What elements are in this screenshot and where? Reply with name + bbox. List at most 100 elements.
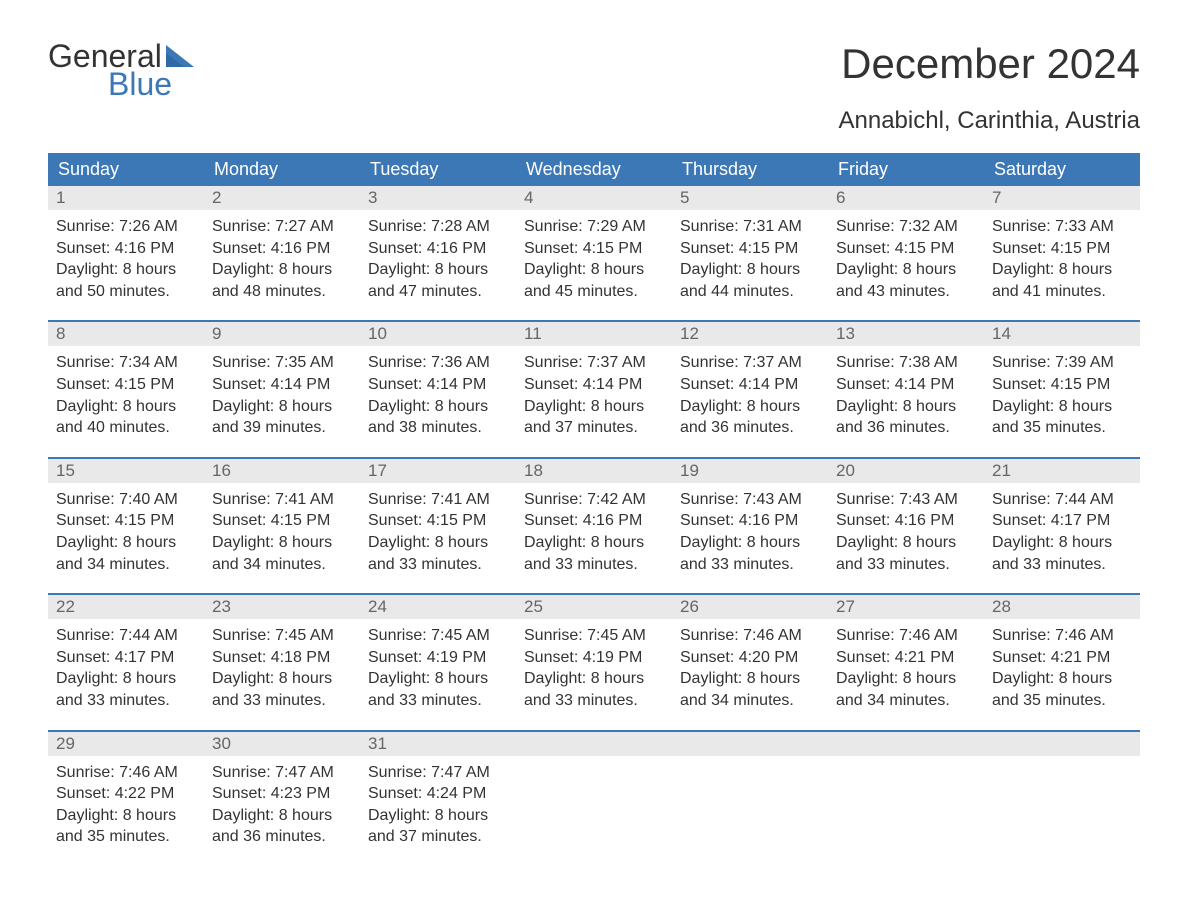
- sunset-text: Sunset: 4:21 PM: [992, 647, 1132, 669]
- day-number: 6: [828, 186, 984, 210]
- daylight-hours-text: Daylight: 8 hours: [524, 396, 664, 418]
- daylight-minutes-text: and 43 minutes.: [836, 281, 976, 303]
- daylight-minutes-text: and 48 minutes.: [212, 281, 352, 303]
- daylight-minutes-text: and 38 minutes.: [368, 417, 508, 439]
- day-number: 20: [828, 459, 984, 483]
- daylight-hours-text: Daylight: 8 hours: [524, 259, 664, 281]
- sunset-text: Sunset: 4:19 PM: [368, 647, 508, 669]
- daylight-hours-text: Daylight: 8 hours: [836, 396, 976, 418]
- day-cell: Sunrise: 7:28 AMSunset: 4:16 PMDaylight:…: [360, 210, 516, 302]
- sunrise-text: Sunrise: 7:29 AM: [524, 216, 664, 238]
- sunset-text: Sunset: 4:19 PM: [524, 647, 664, 669]
- day-number: 10: [360, 322, 516, 346]
- sunset-text: Sunset: 4:22 PM: [56, 783, 196, 805]
- daylight-hours-text: Daylight: 8 hours: [56, 396, 196, 418]
- dow-header: Sunday: [48, 153, 204, 186]
- day-number: 23: [204, 595, 360, 619]
- daylight-hours-text: Daylight: 8 hours: [212, 532, 352, 554]
- sunset-text: Sunset: 4:16 PM: [680, 510, 820, 532]
- day-cell: Sunrise: 7:46 AMSunset: 4:22 PMDaylight:…: [48, 756, 204, 848]
- day-number: 26: [672, 595, 828, 619]
- daylight-hours-text: Daylight: 8 hours: [680, 668, 820, 690]
- sunrise-text: Sunrise: 7:46 AM: [680, 625, 820, 647]
- daylight-minutes-text: and 36 minutes.: [680, 417, 820, 439]
- day-cell: Sunrise: 7:38 AMSunset: 4:14 PMDaylight:…: [828, 346, 984, 438]
- daylight-minutes-text: and 34 minutes.: [212, 554, 352, 576]
- sunrise-text: Sunrise: 7:34 AM: [56, 352, 196, 374]
- day-cell: Sunrise: 7:43 AMSunset: 4:16 PMDaylight:…: [828, 483, 984, 575]
- sunset-text: Sunset: 4:14 PM: [836, 374, 976, 396]
- dow-header: Wednesday: [516, 153, 672, 186]
- day-cell: Sunrise: 7:43 AMSunset: 4:16 PMDaylight:…: [672, 483, 828, 575]
- day-number: 14: [984, 322, 1140, 346]
- day-cell: Sunrise: 7:41 AMSunset: 4:15 PMDaylight:…: [360, 483, 516, 575]
- daylight-minutes-text: and 33 minutes.: [56, 690, 196, 712]
- sunset-text: Sunset: 4:14 PM: [368, 374, 508, 396]
- daylight-hours-text: Daylight: 8 hours: [992, 532, 1132, 554]
- sunrise-text: Sunrise: 7:41 AM: [212, 489, 352, 511]
- day-cell: Sunrise: 7:31 AMSunset: 4:15 PMDaylight:…: [672, 210, 828, 302]
- daylight-minutes-text: and 33 minutes.: [368, 554, 508, 576]
- sunrise-text: Sunrise: 7:28 AM: [368, 216, 508, 238]
- daylight-minutes-text: and 33 minutes.: [368, 690, 508, 712]
- sunrise-text: Sunrise: 7:37 AM: [680, 352, 820, 374]
- sunset-text: Sunset: 4:23 PM: [212, 783, 352, 805]
- sunset-text: Sunset: 4:16 PM: [212, 238, 352, 260]
- day-number: 18: [516, 459, 672, 483]
- calendar-grid: SundayMondayTuesdayWednesdayThursdayFrid…: [48, 153, 1140, 848]
- day-number: 7: [984, 186, 1140, 210]
- day-cell: Sunrise: 7:45 AMSunset: 4:19 PMDaylight:…: [360, 619, 516, 711]
- sunset-text: Sunset: 4:15 PM: [992, 374, 1132, 396]
- day-cell: Sunrise: 7:44 AMSunset: 4:17 PMDaylight:…: [984, 483, 1140, 575]
- day-number: 24: [360, 595, 516, 619]
- sunset-text: Sunset: 4:15 PM: [680, 238, 820, 260]
- day-number: [516, 732, 672, 756]
- daylight-minutes-text: and 50 minutes.: [56, 281, 196, 303]
- daylight-hours-text: Daylight: 8 hours: [368, 668, 508, 690]
- daylight-minutes-text: and 35 minutes.: [56, 826, 196, 848]
- sunset-text: Sunset: 4:21 PM: [836, 647, 976, 669]
- sunrise-text: Sunrise: 7:44 AM: [992, 489, 1132, 511]
- day-number: 4: [516, 186, 672, 210]
- sunrise-text: Sunrise: 7:31 AM: [680, 216, 820, 238]
- day-cell: Sunrise: 7:47 AMSunset: 4:23 PMDaylight:…: [204, 756, 360, 848]
- day-cell: Sunrise: 7:35 AMSunset: 4:14 PMDaylight:…: [204, 346, 360, 438]
- daylight-minutes-text: and 44 minutes.: [680, 281, 820, 303]
- daylight-minutes-text: and 33 minutes.: [212, 690, 352, 712]
- daylight-minutes-text: and 33 minutes.: [524, 554, 664, 576]
- daylight-hours-text: Daylight: 8 hours: [992, 396, 1132, 418]
- daylight-minutes-text: and 36 minutes.: [212, 826, 352, 848]
- day-cell: Sunrise: 7:46 AMSunset: 4:20 PMDaylight:…: [672, 619, 828, 711]
- day-cell: [672, 756, 828, 848]
- day-number: 3: [360, 186, 516, 210]
- daylight-hours-text: Daylight: 8 hours: [368, 532, 508, 554]
- sunrise-text: Sunrise: 7:42 AM: [524, 489, 664, 511]
- day-cell: Sunrise: 7:42 AMSunset: 4:16 PMDaylight:…: [516, 483, 672, 575]
- sunrise-text: Sunrise: 7:43 AM: [836, 489, 976, 511]
- sunrise-text: Sunrise: 7:44 AM: [56, 625, 196, 647]
- sunset-text: Sunset: 4:16 PM: [836, 510, 976, 532]
- day-number: 15: [48, 459, 204, 483]
- sunset-text: Sunset: 4:15 PM: [836, 238, 976, 260]
- day-number: 21: [984, 459, 1140, 483]
- sunset-text: Sunset: 4:14 PM: [212, 374, 352, 396]
- daylight-minutes-text: and 41 minutes.: [992, 281, 1132, 303]
- day-number: [672, 732, 828, 756]
- daylight-hours-text: Daylight: 8 hours: [992, 668, 1132, 690]
- sunrise-text: Sunrise: 7:40 AM: [56, 489, 196, 511]
- sunrise-text: Sunrise: 7:27 AM: [212, 216, 352, 238]
- daylight-minutes-text: and 33 minutes.: [680, 554, 820, 576]
- sunset-text: Sunset: 4:15 PM: [56, 510, 196, 532]
- daylight-minutes-text: and 37 minutes.: [368, 826, 508, 848]
- sunset-text: Sunset: 4:16 PM: [368, 238, 508, 260]
- daylight-hours-text: Daylight: 8 hours: [56, 805, 196, 827]
- daylight-hours-text: Daylight: 8 hours: [56, 532, 196, 554]
- sunrise-text: Sunrise: 7:45 AM: [368, 625, 508, 647]
- daylight-hours-text: Daylight: 8 hours: [680, 259, 820, 281]
- sunset-text: Sunset: 4:15 PM: [56, 374, 196, 396]
- day-number: 30: [204, 732, 360, 756]
- daylight-hours-text: Daylight: 8 hours: [212, 805, 352, 827]
- daylight-minutes-text: and 33 minutes.: [836, 554, 976, 576]
- day-cell: Sunrise: 7:29 AMSunset: 4:15 PMDaylight:…: [516, 210, 672, 302]
- daylight-minutes-text: and 47 minutes.: [368, 281, 508, 303]
